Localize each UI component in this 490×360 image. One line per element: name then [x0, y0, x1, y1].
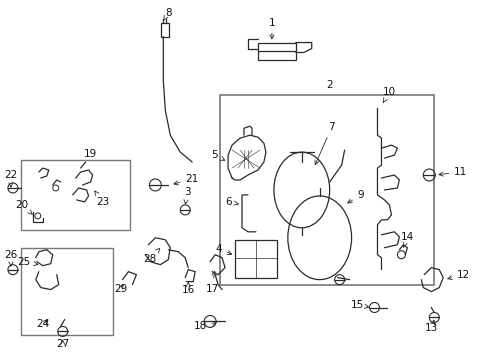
Bar — [161, 23, 169, 37]
Text: 23: 23 — [95, 191, 109, 207]
Text: 26: 26 — [4, 250, 18, 266]
Text: 17: 17 — [205, 271, 219, 293]
Text: 16: 16 — [182, 282, 195, 294]
Text: 22: 22 — [4, 170, 18, 187]
Text: 12: 12 — [448, 270, 470, 280]
Bar — [258, 42, 296, 60]
Text: 14: 14 — [401, 232, 414, 247]
Text: 2: 2 — [326, 80, 333, 90]
Bar — [21, 160, 130, 230]
Text: 5: 5 — [212, 150, 225, 160]
Text: 28: 28 — [144, 248, 160, 264]
Bar — [21, 248, 113, 336]
Text: 29: 29 — [114, 284, 127, 293]
Text: 9: 9 — [348, 190, 364, 203]
Bar — [220, 95, 434, 285]
Text: 3: 3 — [184, 187, 191, 204]
Text: 24: 24 — [36, 319, 49, 329]
Text: 13: 13 — [425, 320, 438, 333]
Text: 20: 20 — [16, 200, 32, 215]
Text: 10: 10 — [383, 87, 396, 103]
Text: 7: 7 — [315, 122, 335, 165]
Text: 6: 6 — [225, 197, 239, 207]
Text: 25: 25 — [18, 257, 38, 267]
Text: 8: 8 — [164, 8, 171, 21]
Text: 19: 19 — [84, 149, 97, 159]
Text: 21: 21 — [174, 174, 198, 185]
Bar — [235, 240, 277, 278]
Text: 11: 11 — [439, 167, 467, 177]
Text: 27: 27 — [56, 339, 69, 349]
Text: 1: 1 — [269, 18, 275, 39]
Text: 18: 18 — [194, 321, 217, 332]
Text: 15: 15 — [351, 300, 368, 310]
Text: 4: 4 — [216, 244, 232, 255]
